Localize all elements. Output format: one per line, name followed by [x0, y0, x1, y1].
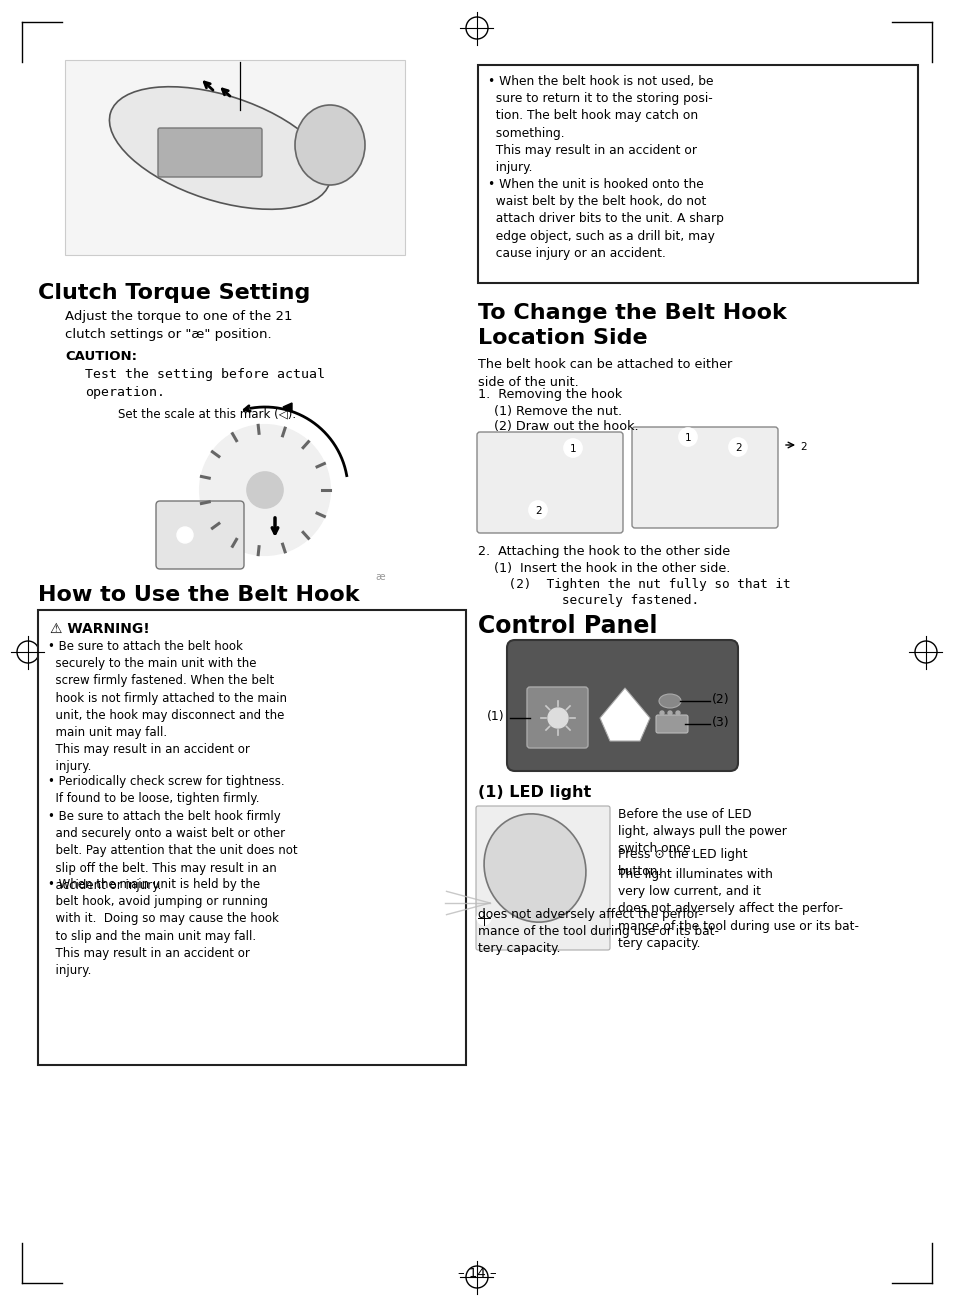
FancyBboxPatch shape: [156, 501, 244, 569]
Text: (2)  Tighten the nut fully so that it: (2) Tighten the nut fully so that it: [477, 578, 790, 591]
Polygon shape: [283, 403, 292, 411]
Circle shape: [659, 711, 663, 715]
Circle shape: [476, 911, 491, 925]
Circle shape: [563, 438, 581, 457]
FancyBboxPatch shape: [526, 686, 587, 748]
Text: ⚠ WARNING!: ⚠ WARNING!: [50, 622, 150, 636]
Circle shape: [529, 501, 546, 519]
Circle shape: [177, 527, 193, 543]
Circle shape: [247, 472, 283, 508]
Text: To Change the Belt Hook: To Change the Belt Hook: [477, 303, 786, 324]
FancyBboxPatch shape: [158, 128, 262, 177]
FancyBboxPatch shape: [476, 806, 609, 950]
Text: CAUTION:: CAUTION:: [65, 350, 137, 363]
Text: æ: æ: [375, 572, 384, 582]
Text: (2): (2): [711, 693, 729, 706]
Text: • When the belt hook is not used, be
  sure to return it to the storing posi-
  : • When the belt hook is not used, be sur…: [488, 74, 713, 174]
Bar: [477, 65, 917, 283]
Text: (1) Remove the nut.: (1) Remove the nut.: [477, 405, 621, 418]
Text: • When the unit is hooked onto the
  waist belt by the belt hook, do not
  attac: • When the unit is hooked onto the waist…: [488, 177, 723, 260]
Text: does not adversely affect the perfor-
mance of the tool during use or its bat-
t: does not adversely affect the perfor- ma…: [477, 908, 719, 955]
Text: Press ⊙ the LED light
button.: Press ⊙ the LED light button.: [618, 848, 747, 878]
Ellipse shape: [659, 694, 680, 709]
Text: The light illuminates with
very low current, and it
does not adversely affect th: The light illuminates with very low curr…: [618, 868, 858, 950]
PathPatch shape: [599, 688, 649, 741]
Text: Set the scale at this mark (◁).: Set the scale at this mark (◁).: [118, 408, 295, 422]
Text: 2: 2: [734, 442, 740, 453]
Circle shape: [728, 438, 746, 455]
Text: (3): (3): [711, 716, 729, 729]
Text: Control Panel: Control Panel: [477, 613, 657, 638]
Text: Adjust the torque to one of the 21
clutch settings or "æ" position.: Adjust the torque to one of the 21 clutc…: [65, 311, 293, 341]
Circle shape: [667, 711, 671, 715]
Text: Clutch Torque Setting: Clutch Torque Setting: [38, 283, 310, 303]
Text: (2) Draw out the hook.: (2) Draw out the hook.: [477, 420, 638, 433]
Text: securely fastened.: securely fastened.: [477, 594, 699, 607]
Circle shape: [679, 428, 697, 446]
FancyBboxPatch shape: [476, 432, 622, 532]
FancyBboxPatch shape: [631, 427, 778, 529]
Text: • Be sure to attach the belt hook
  securely to the main unit with the
  screw f: • Be sure to attach the belt hook secure…: [48, 639, 287, 774]
Text: Test the setting before actual
operation.: Test the setting before actual operation…: [85, 368, 325, 399]
Circle shape: [676, 711, 679, 715]
Text: 1: 1: [569, 444, 576, 454]
Text: 1: 1: [684, 433, 691, 442]
Text: 1.  Removing the hook: 1. Removing the hook: [477, 388, 621, 401]
Text: Location Side: Location Side: [477, 328, 647, 348]
Text: 2: 2: [535, 506, 541, 515]
Ellipse shape: [483, 814, 585, 923]
Text: • Be sure to attach the belt hook firmly
  and securely onto a waist belt or oth: • Be sure to attach the belt hook firmly…: [48, 810, 297, 891]
Text: Before the use of LED
light, always pull the power
switch once.: Before the use of LED light, always pull…: [618, 808, 786, 855]
Text: The belt hook can be attached to either
side of the unit.: The belt hook can be attached to either …: [477, 358, 732, 389]
Circle shape: [200, 425, 330, 555]
FancyBboxPatch shape: [656, 715, 687, 733]
Bar: [38, 609, 465, 1065]
Text: • Periodically check screw for tightness.
  If found to be loose, tighten firmly: • Periodically check screw for tightness…: [48, 775, 284, 805]
Text: (1) LED light: (1) LED light: [477, 786, 591, 800]
Ellipse shape: [110, 86, 331, 209]
Circle shape: [547, 709, 567, 728]
Text: (1)  Insert the hook in the other side.: (1) Insert the hook in the other side.: [477, 562, 730, 576]
FancyBboxPatch shape: [65, 60, 405, 254]
Text: • When the main unit is held by the
  belt hook, avoid jumping or running
  with: • When the main unit is held by the belt…: [48, 878, 278, 977]
FancyBboxPatch shape: [506, 639, 738, 771]
Text: – 14 –: – 14 –: [457, 1267, 496, 1280]
Ellipse shape: [294, 104, 365, 185]
Text: 2: 2: [800, 442, 806, 452]
Text: How to Use the Belt Hook: How to Use the Belt Hook: [38, 585, 359, 606]
Text: (1): (1): [486, 710, 504, 723]
Text: 2.  Attaching the hook to the other side: 2. Attaching the hook to the other side: [477, 545, 729, 559]
